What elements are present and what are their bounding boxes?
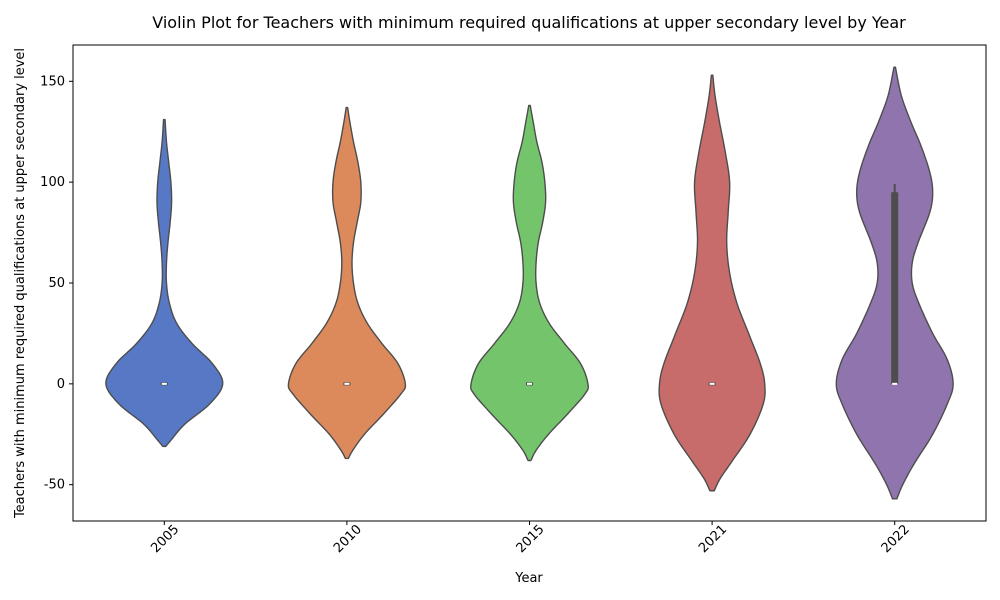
chart-title: Violin Plot for Teachers with minimum re…	[152, 13, 906, 32]
y-tick-label: 100	[40, 175, 65, 190]
y-tick-label: 0	[57, 377, 65, 392]
violin-group	[105, 66, 954, 500]
iqr-box-2022	[891, 192, 899, 384]
y-tick-label: 50	[48, 276, 65, 291]
y-axis-ticks: -50 0 50 100 150	[40, 74, 73, 493]
violin-2021	[658, 74, 766, 492]
axes-frame	[72, 44, 987, 522]
y-axis-label: Teachers with minimum required qualifica…	[13, 48, 28, 519]
violin-2005	[105, 118, 224, 448]
violin-2015	[470, 104, 589, 462]
y-tick-label: -50	[44, 478, 65, 493]
violin-2010	[287, 106, 407, 460]
x-axis-label: Year	[514, 571, 543, 586]
y-tick-label: 150	[40, 74, 65, 89]
